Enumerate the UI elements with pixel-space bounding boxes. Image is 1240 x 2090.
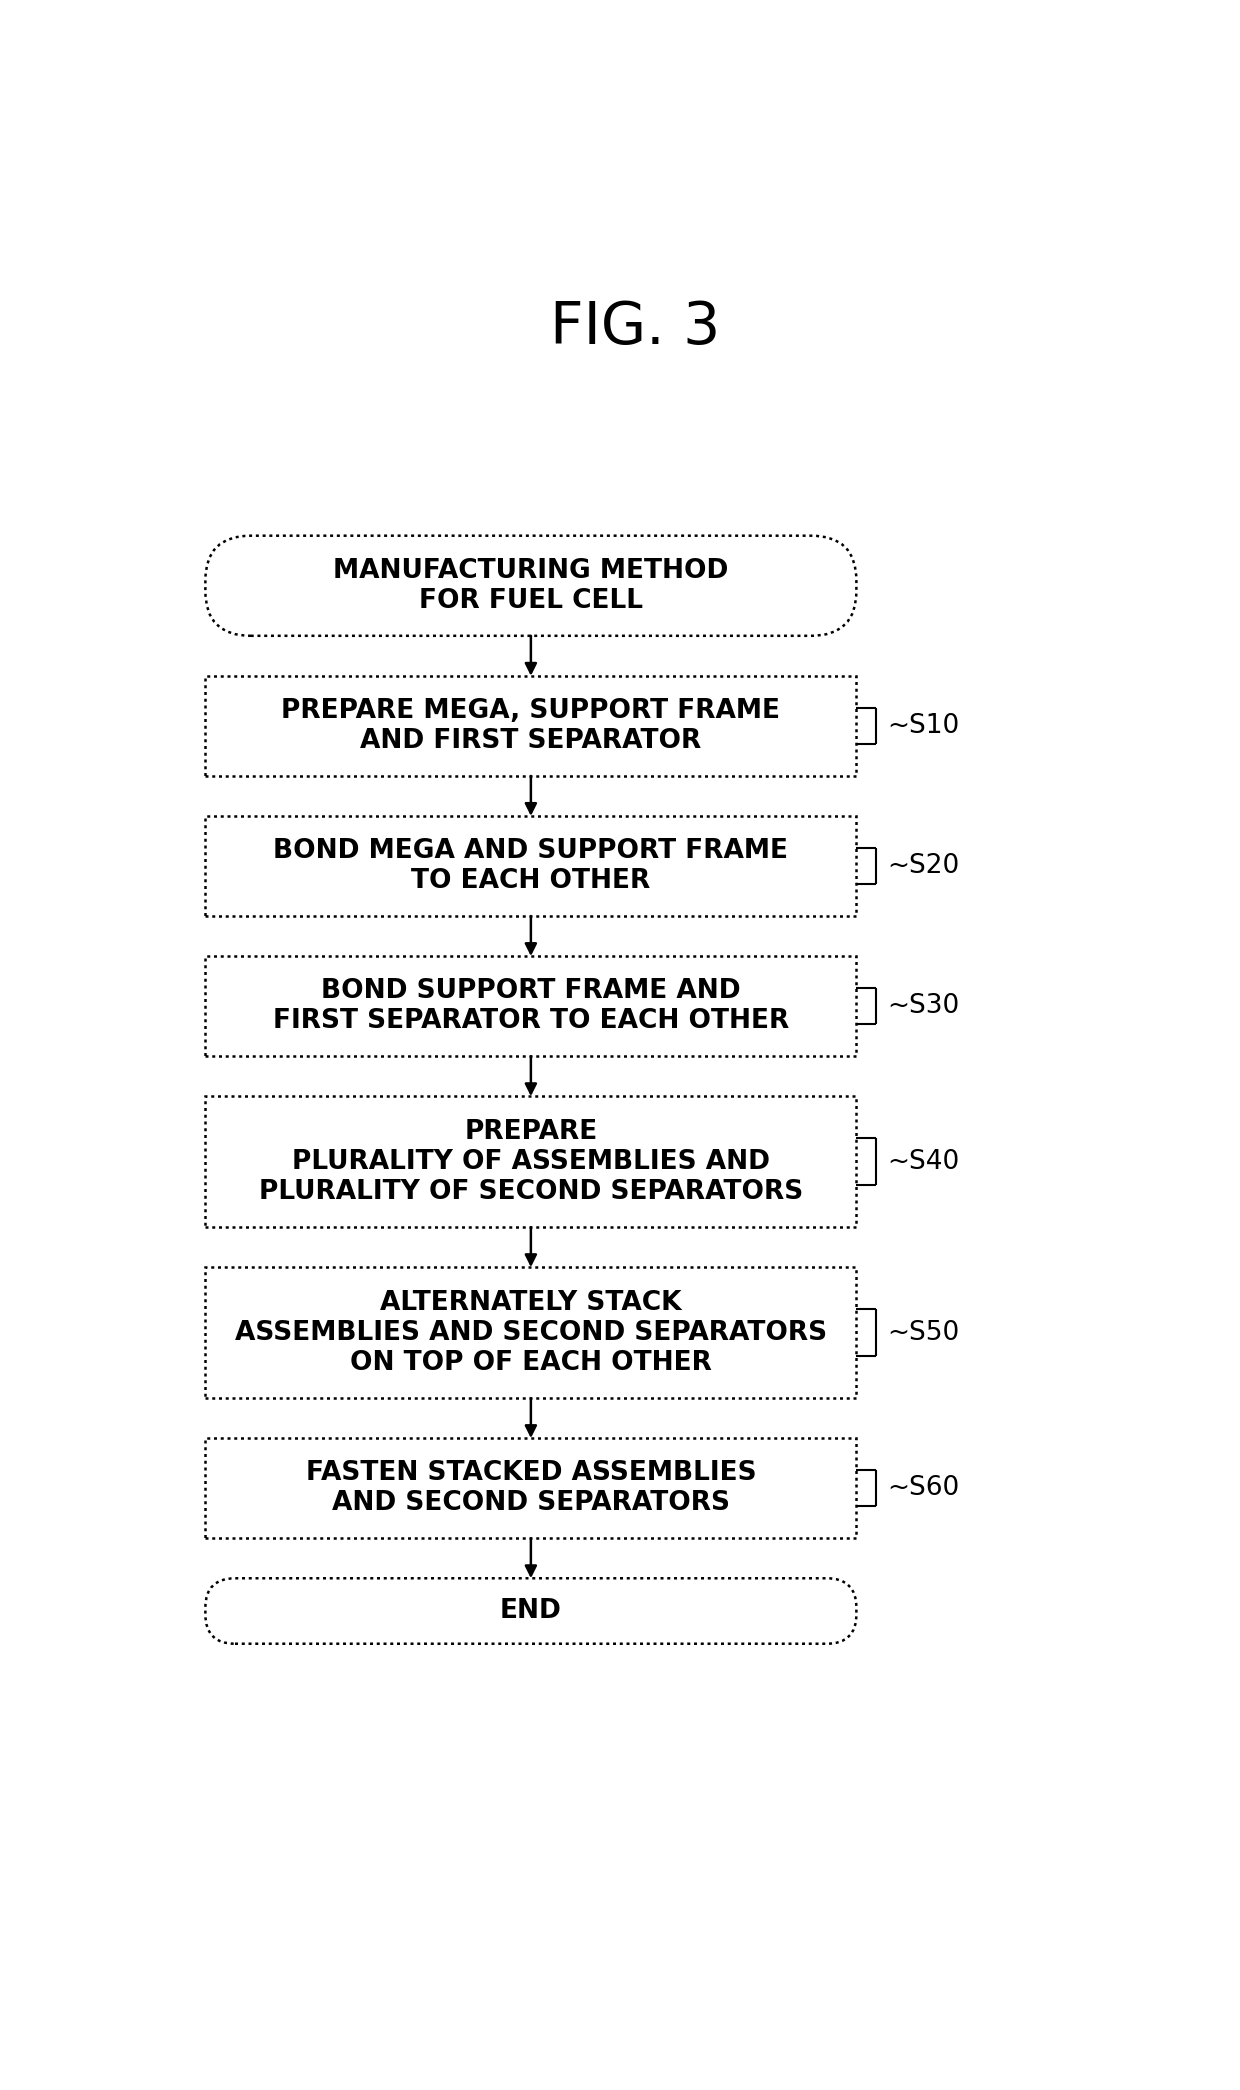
FancyBboxPatch shape: [206, 955, 857, 1055]
FancyBboxPatch shape: [206, 1578, 857, 1643]
Text: END: END: [500, 1599, 562, 1624]
Text: ~S30: ~S30: [888, 993, 960, 1020]
Text: MANUFACTURING METHOD
FOR FUEL CELL: MANUFACTURING METHOD FOR FUEL CELL: [334, 558, 729, 614]
FancyBboxPatch shape: [206, 1097, 857, 1227]
FancyBboxPatch shape: [206, 675, 857, 775]
FancyBboxPatch shape: [206, 1438, 857, 1538]
Text: ~S10: ~S10: [888, 713, 960, 740]
Text: ~S50: ~S50: [888, 1319, 960, 1346]
Text: BOND SUPPORT FRAME AND
FIRST SEPARATOR TO EACH OTHER: BOND SUPPORT FRAME AND FIRST SEPARATOR T…: [273, 978, 789, 1035]
Text: BOND MEGA AND SUPPORT FRAME
TO EACH OTHER: BOND MEGA AND SUPPORT FRAME TO EACH OTHE…: [273, 838, 789, 895]
Text: ~S60: ~S60: [888, 1476, 960, 1501]
Text: FIG. 3: FIG. 3: [551, 299, 720, 355]
Text: ALTERNATELY STACK
ASSEMBLIES AND SECOND SEPARATORS
ON TOP OF EACH OTHER: ALTERNATELY STACK ASSEMBLIES AND SECOND …: [234, 1290, 827, 1375]
FancyBboxPatch shape: [206, 535, 857, 635]
Text: ~S40: ~S40: [888, 1150, 960, 1175]
Text: PREPARE MEGA, SUPPORT FRAME
AND FIRST SEPARATOR: PREPARE MEGA, SUPPORT FRAME AND FIRST SE…: [281, 698, 780, 754]
Text: ~S20: ~S20: [888, 853, 960, 880]
Text: PREPARE
PLURALITY OF ASSEMBLIES AND
PLURALITY OF SECOND SEPARATORS: PREPARE PLURALITY OF ASSEMBLIES AND PLUR…: [259, 1118, 804, 1204]
FancyBboxPatch shape: [206, 815, 857, 915]
Text: FASTEN STACKED ASSEMBLIES
AND SECOND SEPARATORS: FASTEN STACKED ASSEMBLIES AND SECOND SEP…: [305, 1461, 756, 1515]
FancyBboxPatch shape: [206, 1267, 857, 1398]
